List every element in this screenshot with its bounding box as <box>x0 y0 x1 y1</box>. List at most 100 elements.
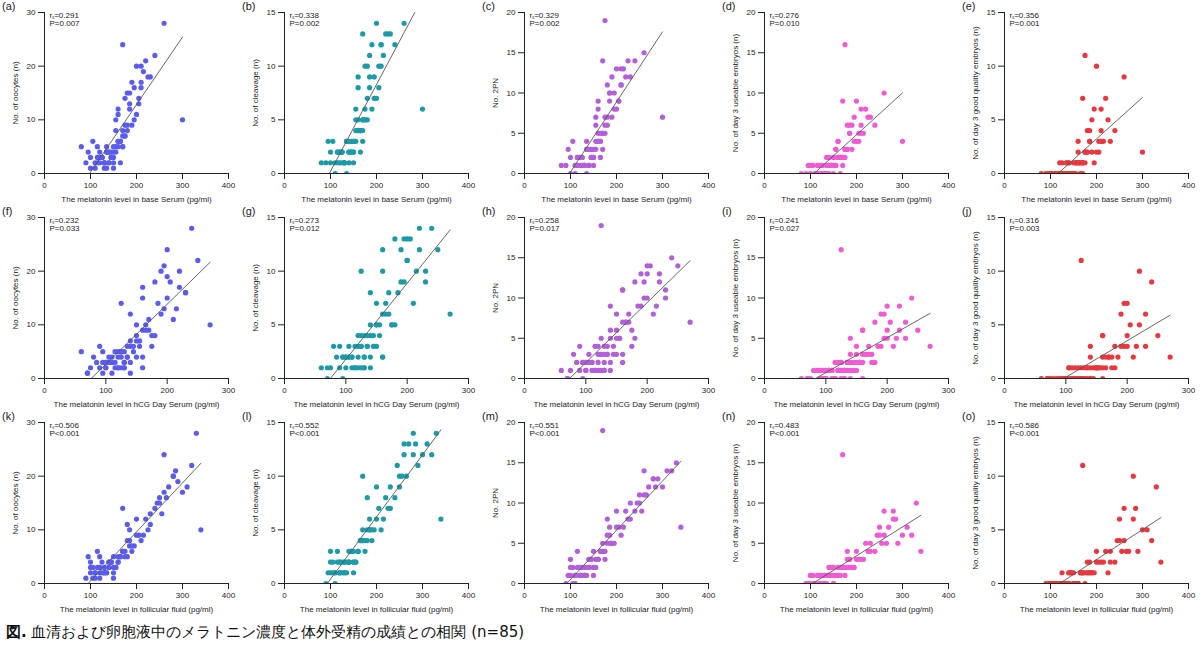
svg-text:400: 400 <box>1182 591 1196 600</box>
svg-text:100: 100 <box>324 591 338 600</box>
svg-text:The melatonin level in follicu: The melatonin level in follicular fluid … <box>300 605 454 614</box>
svg-text:The melatonin level in hCG Day: The melatonin level in hCG Day Serum (pg… <box>294 400 460 409</box>
svg-text:No. of oocytes (n): No. of oocytes (n) <box>11 471 20 534</box>
svg-text:No. of oocytes (n): No. of oocytes (n) <box>11 266 20 329</box>
svg-text:15: 15 <box>507 253 516 262</box>
svg-text:No. of day 3 good quality embr: No. of day 3 good quality embryos (n) <box>971 436 980 570</box>
svg-text:No. 2PN: No. 2PN <box>491 283 500 313</box>
svg-text:5: 5 <box>991 320 996 329</box>
svg-text:300: 300 <box>942 386 956 395</box>
svg-text:200: 200 <box>370 181 384 190</box>
svg-text:rₛ=0.273P=0.012: rₛ=0.273P=0.012 <box>290 216 321 233</box>
svg-text:100: 100 <box>1044 181 1058 190</box>
svg-text:The melatonin level in follicu: The melatonin level in follicular fluid … <box>540 605 694 614</box>
svg-text:10: 10 <box>987 62 996 71</box>
svg-text:200: 200 <box>400 386 414 395</box>
svg-text:300: 300 <box>1136 591 1150 600</box>
svg-text:200: 200 <box>130 181 144 190</box>
svg-text:200: 200 <box>1090 591 1104 600</box>
svg-text:15: 15 <box>747 48 756 57</box>
svg-text:20: 20 <box>747 8 756 17</box>
svg-text:20: 20 <box>507 213 516 222</box>
svg-text:The melatonin level in hCG Day: The melatonin level in hCG Day Serum (pg… <box>54 400 220 409</box>
svg-text:No. of day 3 useable embryos (: No. of day 3 useable embryos (n) <box>731 239 740 358</box>
svg-text:rₛ=0.338P=0.002: rₛ=0.338P=0.002 <box>290 11 321 28</box>
svg-text:No. of day 3 useable embryos (: No. of day 3 useable embryos (n) <box>731 444 740 563</box>
svg-text:20: 20 <box>507 8 516 17</box>
svg-text:10: 10 <box>747 89 756 98</box>
svg-text:0: 0 <box>751 579 756 588</box>
svg-text:0: 0 <box>271 374 276 383</box>
svg-text:200: 200 <box>610 591 624 600</box>
svg-text:15: 15 <box>747 253 756 262</box>
svg-text:400: 400 <box>222 591 236 600</box>
svg-text:rₛ=0.291P=0.007: rₛ=0.291P=0.007 <box>50 11 81 28</box>
svg-text:200: 200 <box>640 386 654 395</box>
svg-text:0: 0 <box>522 181 527 190</box>
svg-text:0: 0 <box>282 591 287 600</box>
svg-text:100: 100 <box>579 386 593 395</box>
svg-text:15: 15 <box>267 418 276 427</box>
svg-text:100: 100 <box>804 181 818 190</box>
svg-text:100: 100 <box>564 591 578 600</box>
svg-text:0: 0 <box>511 169 516 178</box>
svg-text:100: 100 <box>1044 591 1058 600</box>
svg-text:100: 100 <box>324 181 338 190</box>
svg-text:200: 200 <box>130 591 144 600</box>
svg-text:10: 10 <box>27 320 36 329</box>
svg-text:The melatonin level in hCG Day: The melatonin level in hCG Day Serum (pg… <box>774 400 940 409</box>
svg-text:0: 0 <box>31 169 36 178</box>
svg-text:rₛ=0.241P=0.027: rₛ=0.241P=0.027 <box>770 216 801 233</box>
svg-text:rₛ=0.316P=0.003: rₛ=0.316P=0.003 <box>1010 216 1041 233</box>
svg-text:100: 100 <box>99 386 113 395</box>
svg-text:10: 10 <box>27 525 36 534</box>
svg-text:0: 0 <box>42 386 47 395</box>
svg-text:0: 0 <box>751 374 756 383</box>
svg-text:20: 20 <box>747 418 756 427</box>
svg-text:30: 30 <box>27 8 36 17</box>
svg-text:5: 5 <box>511 129 516 138</box>
svg-text:0: 0 <box>762 386 767 395</box>
svg-text:0: 0 <box>522 591 527 600</box>
svg-text:0: 0 <box>511 374 516 383</box>
svg-text:15: 15 <box>267 8 276 17</box>
svg-text:400: 400 <box>222 181 236 190</box>
svg-text:The melatonin level in follicu: The melatonin level in follicular fluid … <box>1020 605 1174 614</box>
svg-text:The melatonin level in base Se: The melatonin level in base Serum (pg/ml… <box>301 195 452 204</box>
svg-text:10: 10 <box>507 294 516 303</box>
svg-text:400: 400 <box>462 591 476 600</box>
svg-text:0: 0 <box>762 591 767 600</box>
svg-text:0: 0 <box>31 374 36 383</box>
svg-text:20: 20 <box>27 267 36 276</box>
svg-text:15: 15 <box>987 213 996 222</box>
svg-text:5: 5 <box>751 129 756 138</box>
svg-text:400: 400 <box>702 591 716 600</box>
svg-text:rₛ=0.586P<0.001: rₛ=0.586P<0.001 <box>1010 421 1041 438</box>
svg-text:200: 200 <box>1090 181 1104 190</box>
svg-text:20: 20 <box>747 213 756 222</box>
svg-text:No. of day 3 useable embryos (: No. of day 3 useable embryos (n) <box>731 34 740 153</box>
svg-text:200: 200 <box>880 386 894 395</box>
svg-text:300: 300 <box>1136 181 1150 190</box>
svg-text:300: 300 <box>222 386 236 395</box>
svg-text:400: 400 <box>702 181 716 190</box>
svg-text:15: 15 <box>987 418 996 427</box>
svg-text:0: 0 <box>751 169 756 178</box>
svg-text:5: 5 <box>751 334 756 343</box>
svg-text:5: 5 <box>271 115 276 124</box>
svg-text:0: 0 <box>282 386 287 395</box>
svg-text:0: 0 <box>31 579 36 588</box>
svg-text:100: 100 <box>804 591 818 600</box>
svg-text:20: 20 <box>27 62 36 71</box>
svg-text:No. 2PN: No. 2PN <box>491 78 500 108</box>
svg-text:0: 0 <box>522 386 527 395</box>
svg-text:100: 100 <box>339 386 353 395</box>
svg-text:200: 200 <box>160 386 174 395</box>
svg-text:200: 200 <box>370 591 384 600</box>
svg-text:The melatonin level in follicu: The melatonin level in follicular fluid … <box>780 605 934 614</box>
svg-text:300: 300 <box>416 181 430 190</box>
svg-text:10: 10 <box>267 472 276 481</box>
svg-text:0: 0 <box>511 579 516 588</box>
svg-text:300: 300 <box>176 591 190 600</box>
svg-text:No. of day 3 good quality embr: No. of day 3 good quality embryos (n) <box>971 26 980 160</box>
